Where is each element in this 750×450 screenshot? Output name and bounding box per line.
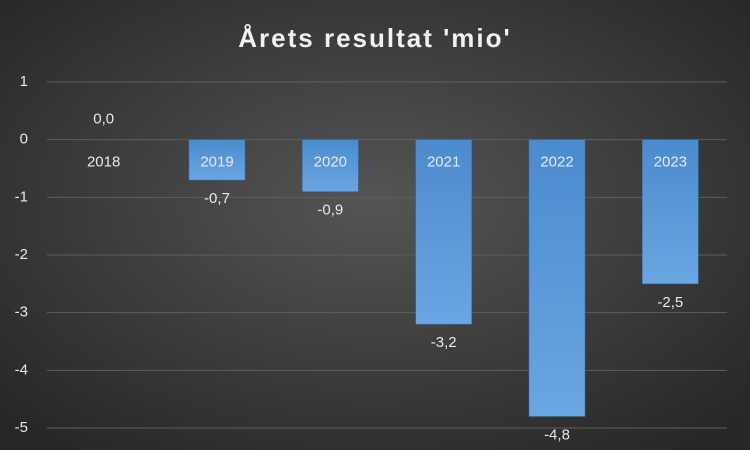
x-tick-label: 2018 bbox=[87, 154, 120, 171]
value-label: 0,0 bbox=[93, 111, 114, 128]
x-tick-label: 2023 bbox=[654, 154, 687, 171]
bar bbox=[302, 139, 359, 192]
bar bbox=[642, 139, 699, 285]
x-tick-label: 2022 bbox=[540, 154, 573, 171]
y-tick-label: 0 bbox=[20, 131, 28, 148]
value-label: -0,7 bbox=[204, 190, 230, 207]
value-label: -3,2 bbox=[431, 334, 457, 351]
x-tick-label: 2021 bbox=[427, 154, 460, 171]
chart-title: Årets resultat 'mio' bbox=[238, 23, 511, 53]
y-tick-label: -5 bbox=[15, 419, 28, 436]
value-label: -2,5 bbox=[657, 294, 683, 311]
bar bbox=[415, 139, 472, 325]
y-tick-label: -1 bbox=[15, 188, 28, 205]
x-tick-label: 2020 bbox=[314, 154, 347, 171]
bar bbox=[528, 139, 586, 417]
value-label: -4,8 bbox=[544, 426, 570, 443]
y-tick-label: -4 bbox=[15, 361, 28, 378]
y-tick-label: 1 bbox=[20, 73, 28, 90]
x-tick-label: 2019 bbox=[200, 154, 233, 171]
y-tick-label: -2 bbox=[15, 246, 28, 263]
value-label: -0,9 bbox=[317, 202, 343, 219]
bar bbox=[188, 139, 246, 181]
y-tick-label: -3 bbox=[15, 304, 28, 321]
